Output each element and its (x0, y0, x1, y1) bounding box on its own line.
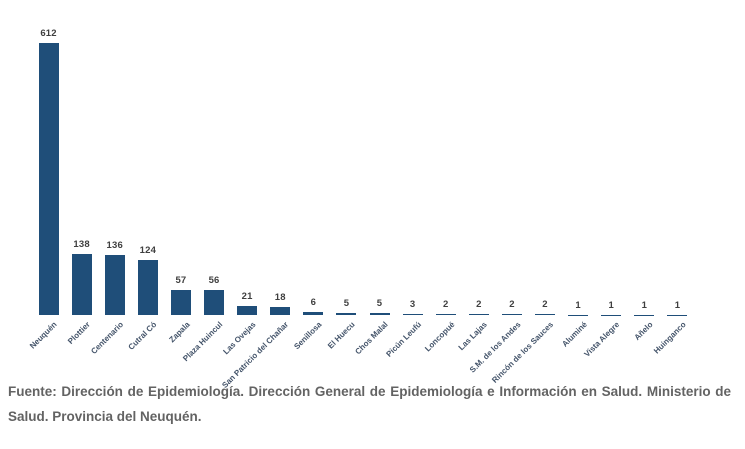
bar-value-label-19: 1 (674, 299, 681, 311)
bar-value-label-18: 1 (641, 299, 648, 311)
x-axis-label-13: Las Lajas (457, 320, 490, 353)
bar-value-label-12: 2 (443, 299, 449, 311)
x-axis-label-19: Huinganco (652, 320, 688, 356)
bar-7 (270, 307, 291, 315)
bar-13 (468, 314, 489, 315)
x-axis-label-3: Cutral Có (126, 320, 159, 352)
x-axis-label-8: Senillosa (292, 320, 324, 352)
x-axis-label-18: Añelo (632, 320, 655, 343)
bar-4 (170, 289, 191, 315)
bar-value-label-4: 57 (175, 274, 187, 286)
bar-10 (369, 312, 390, 315)
x-axis-label-1: Plottier (66, 320, 93, 346)
bar-value-label-10: 5 (376, 297, 383, 309)
bar-1 (71, 253, 92, 315)
bar-value-label-13: 2 (476, 299, 482, 311)
bar-value-label-2: 136 (106, 239, 123, 251)
x-axis-label-15: Rincón de los Sauces (490, 320, 556, 385)
bar-value-label-6: 21 (241, 290, 253, 302)
source-note-line1: Fuente: Dirección de Epidemiología. Dire… (8, 384, 731, 399)
bar-6 (237, 305, 258, 315)
bar-value-label-8: 6 (310, 297, 317, 309)
bar-14 (501, 314, 522, 315)
bar-15 (535, 314, 556, 315)
source-note-line2: Salud. Provincia del Neuquén. (8, 408, 202, 424)
x-axis-label-11: Picún Leufú (384, 320, 424, 359)
bar-value-label-9: 5 (343, 297, 350, 309)
plot-area: 612 Neuquén 138 Plottier 136 Centenario 124 Cut… (28, 28, 688, 390)
bar-8 (303, 312, 324, 315)
bar-value-label-17: 1 (608, 299, 614, 311)
bar-value-label-11: 3 (409, 298, 416, 310)
x-axis-label-9: El Huecu (326, 320, 357, 351)
x-axis-label-2: Centenario (89, 320, 126, 356)
bar-value-label-5: 56 (208, 275, 220, 287)
bar-9 (336, 312, 357, 315)
bar-value-label-3: 124 (139, 244, 157, 256)
bar-12 (435, 314, 456, 315)
bar-5 (204, 290, 225, 315)
x-axis-label-4: Zapala (167, 320, 192, 345)
bar-value-label-0: 612 (40, 28, 57, 39)
bar-value-label-16: 1 (575, 299, 581, 311)
bar-value-label-1: 138 (73, 238, 90, 250)
bar-0 (38, 43, 59, 315)
bar-3 (137, 259, 158, 315)
bar-value-label-14: 2 (509, 299, 515, 311)
source-note: Fuente: Dirección de Epidemiología. Dire… (8, 380, 731, 430)
bar-11 (402, 313, 423, 315)
x-axis-label-12: Loncopué (422, 320, 457, 354)
x-axis-label-0: Neuquén (28, 320, 59, 351)
x-axis-label-16: Aluminé (559, 320, 589, 349)
bar-value-label-7: 18 (274, 292, 286, 303)
bar-2 (104, 254, 125, 315)
bar-value-label-15: 2 (542, 299, 548, 311)
bar-chart: 612 Neuquén 138 Plottier 136 Centenario 124 Cut… (28, 28, 688, 390)
